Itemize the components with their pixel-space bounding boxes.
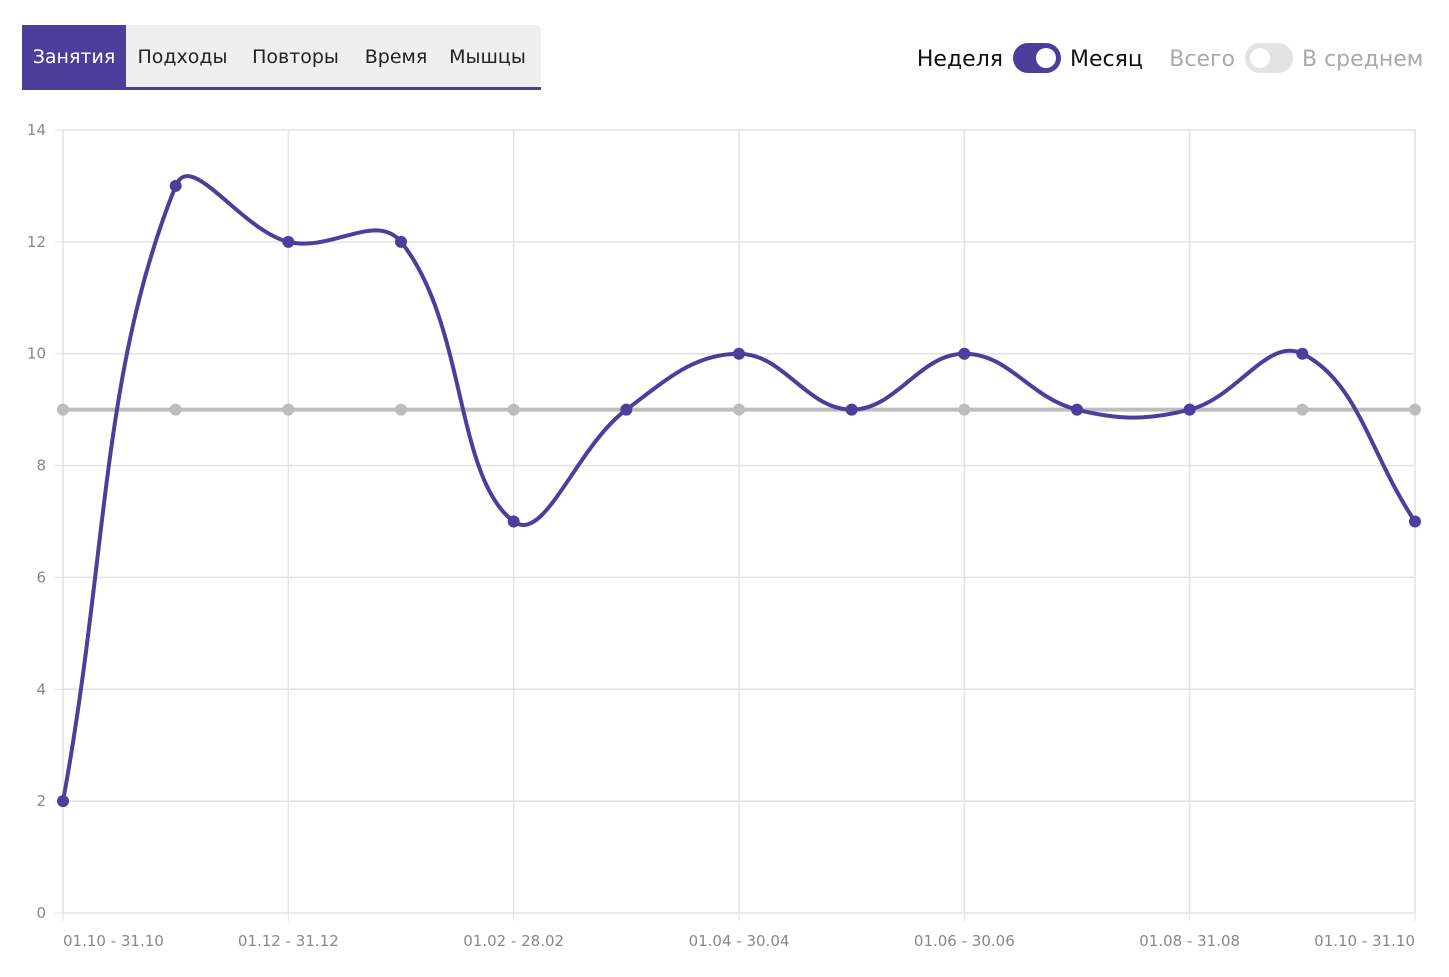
y-tick-label: 14 — [27, 121, 46, 139]
y-tick-label: 0 — [36, 904, 46, 922]
point — [282, 235, 295, 248]
tab-underline — [22, 87, 541, 90]
point — [733, 347, 745, 360]
x-tick-label: 01.10 - 31.10 — [63, 932, 164, 950]
point — [845, 403, 858, 416]
toggle-right-label[interactable]: В среднем — [1302, 47, 1423, 72]
point — [958, 347, 971, 360]
y-tick-label: 12 — [27, 233, 46, 251]
toggle-left-label[interactable]: Всего — [1169, 47, 1235, 72]
tab-label[interactable]: Занятия — [33, 46, 116, 68]
point — [282, 403, 295, 416]
toggle-left-label[interactable]: Неделя — [917, 47, 1003, 72]
x-tick-label: 01.04 - 30.04 — [689, 932, 790, 950]
tab-label[interactable]: Повторы — [252, 46, 339, 68]
point — [507, 403, 520, 416]
point — [1409, 403, 1421, 416]
x-tick-label: 01.02 - 28.02 — [463, 932, 564, 950]
point — [620, 403, 633, 416]
point — [395, 403, 407, 416]
y-tick-label: 6 — [36, 568, 46, 586]
point — [1071, 403, 1083, 416]
point — [1183, 403, 1196, 416]
x-tick-label: 01.10 - 31.10 — [1314, 932, 1415, 950]
point — [1296, 347, 1309, 360]
y-tick-label: 2 — [36, 792, 46, 810]
point — [395, 235, 407, 248]
y-tick-label: 10 — [27, 345, 46, 363]
tab-bar — [22, 25, 541, 89]
point — [169, 179, 182, 192]
point — [507, 515, 520, 528]
y-tick-label: 8 — [36, 457, 46, 475]
tab-label[interactable]: Мышцы — [449, 46, 526, 68]
tab-active-bg[interactable] — [22, 25, 126, 89]
x-tick-label: 01.08 - 31.08 — [1139, 932, 1240, 950]
point — [169, 403, 182, 416]
x-tick-label: 01.12 - 31.12 — [238, 932, 339, 950]
x-tick-label: 01.06 - 30.06 — [914, 932, 1015, 950]
toggle-knob[interactable] — [1036, 48, 1056, 68]
point — [1409, 515, 1421, 528]
y-tick-label: 4 — [36, 680, 46, 698]
point — [57, 403, 69, 416]
toggle-knob[interactable] — [1250, 48, 1270, 68]
point — [733, 403, 745, 416]
tab-label[interactable]: Время — [365, 46, 428, 68]
tab-label[interactable]: Подходы — [137, 46, 227, 68]
point — [57, 795, 69, 808]
point — [958, 403, 971, 416]
toggle-right-label[interactable]: Месяц — [1070, 47, 1143, 72]
point — [1296, 403, 1309, 416]
